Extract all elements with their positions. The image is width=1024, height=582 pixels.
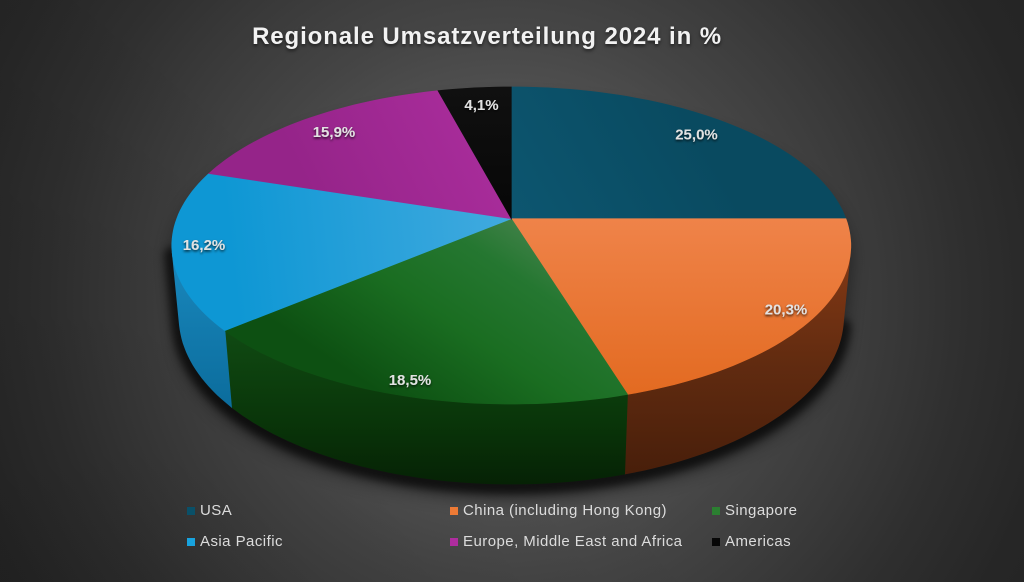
- svg-text:15,9%: 15,9%: [313, 124, 356, 141]
- svg-text:18,5%: 18,5%: [389, 372, 432, 389]
- svg-text:16,2%: 16,2%: [183, 237, 226, 254]
- svg-text:4,1%: 4,1%: [464, 97, 498, 114]
- svg-text:25,0%: 25,0%: [675, 127, 718, 144]
- svg-text:20,3%: 20,3%: [765, 302, 808, 319]
